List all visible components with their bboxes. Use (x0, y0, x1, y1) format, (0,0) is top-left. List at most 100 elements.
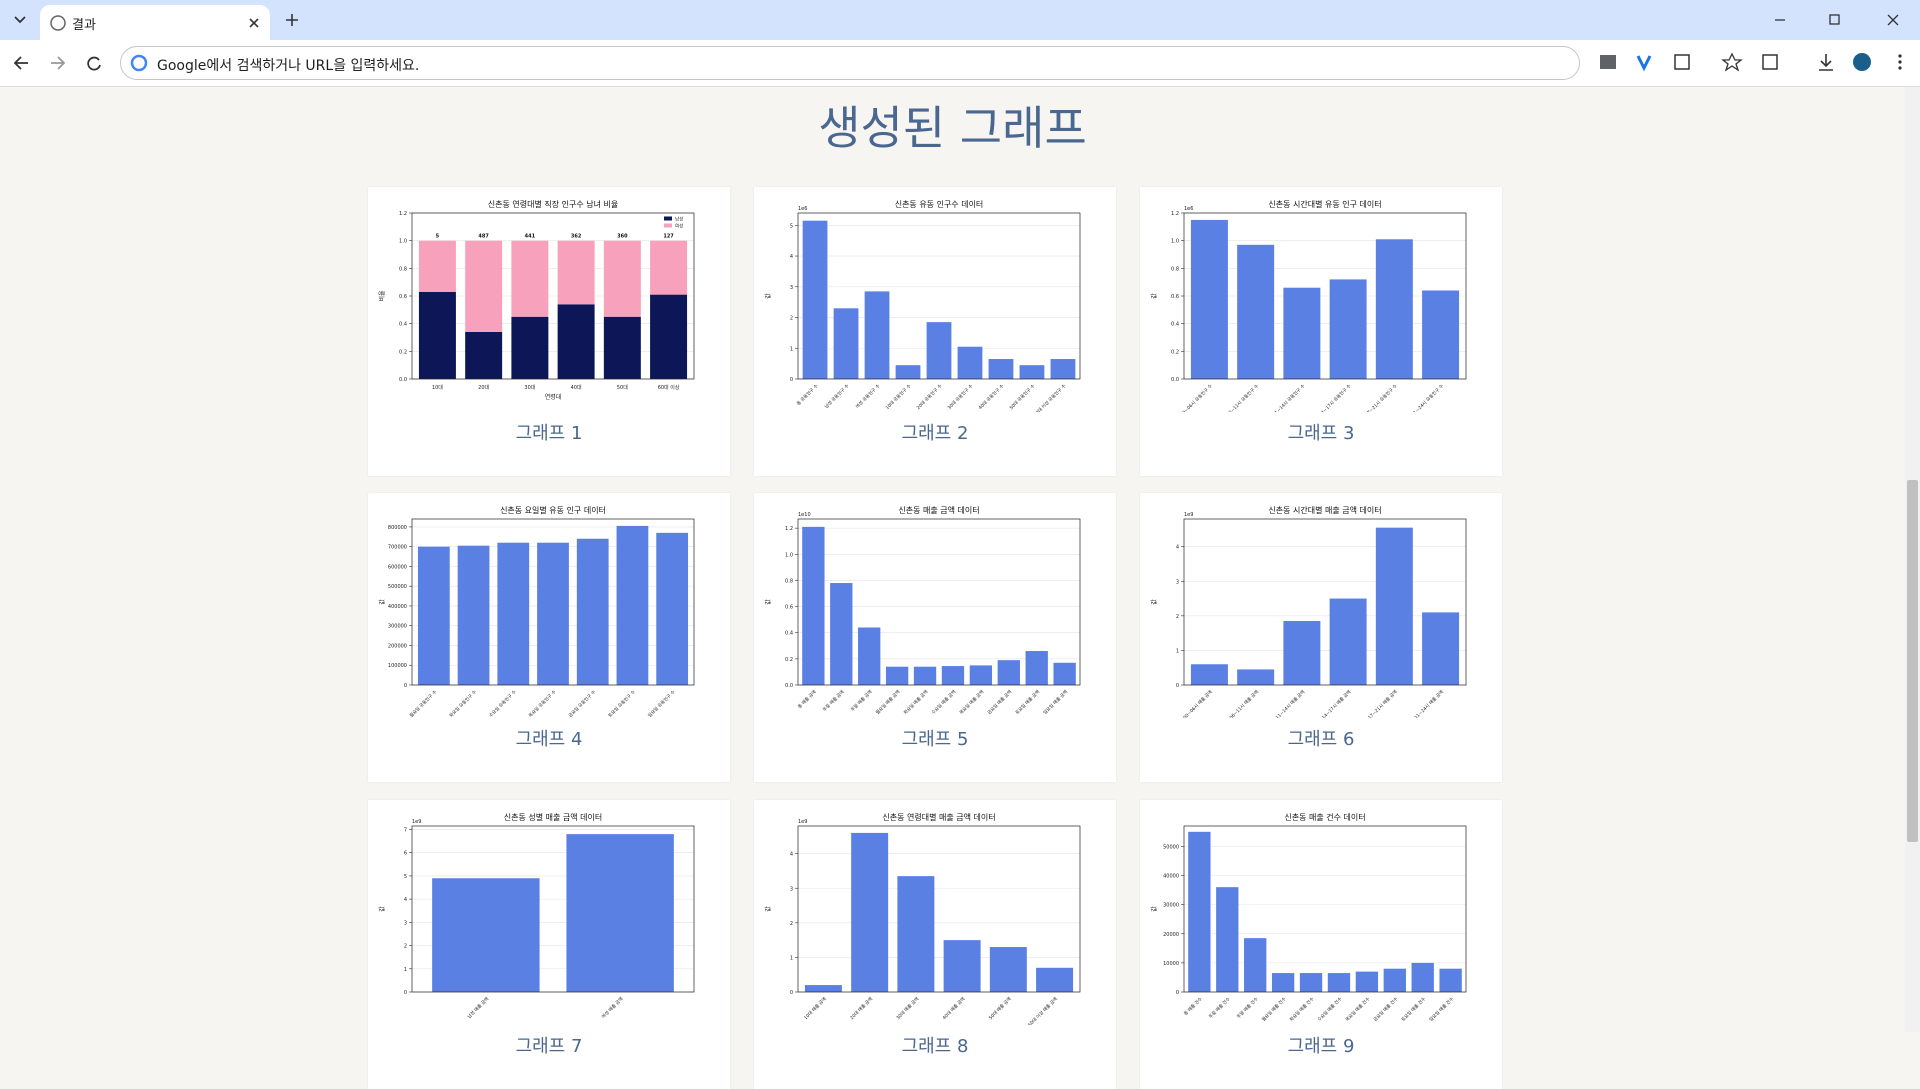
graph-card: 신촌동 연령대별 직장 인구수 남녀 비율 0.0 0.2 0.4 0.6 0.8 1.0 1… (368, 187, 730, 476)
bar (1422, 612, 1460, 685)
bar (1329, 279, 1367, 379)
bar (1271, 973, 1295, 992)
bar (830, 583, 853, 685)
bar (1025, 651, 1048, 685)
chart-title: 신촌동 연령대별 직장 인구수 남녀 비율 (488, 199, 618, 209)
y-tick-label: 7 (404, 827, 407, 833)
y-tick-label: 3 (790, 285, 793, 291)
legend-label: 여성 (675, 223, 683, 230)
graph-card: 신촌동 연령대별 매출 금액 데이터 0 1 2 3 4 1e9 값 10대 매출 금액 20대 … (754, 800, 1116, 1089)
bar-segment (465, 240, 503, 332)
axis-offset: 1e9 (798, 819, 807, 825)
bar (802, 526, 825, 685)
bar-segment (418, 240, 456, 292)
tab-bar: 결과 (0, 0, 1920, 40)
y-tick-label: 4 (1176, 545, 1179, 551)
scrollbar-thumb[interactable] (1907, 480, 1918, 842)
bar-segment (465, 331, 503, 379)
bar-segment (557, 304, 595, 379)
chart-title: 신촌동 성별 매출 금액 데이터 (504, 812, 603, 822)
x-tick-label: 토요일 매출 건수 (1400, 995, 1427, 1022)
bar (417, 546, 450, 685)
bar-segment (650, 240, 688, 295)
x-tick-label: 화요일 매출 건수 (1288, 995, 1315, 1022)
tab[interactable]: 결과 (40, 5, 270, 40)
toolbar-icons[interactable] (1590, 40, 1910, 86)
graph-caption: 그래프 5 (901, 729, 969, 750)
plot-frame (411, 212, 695, 380)
tab-title: 결과 (72, 18, 96, 33)
bar (897, 876, 935, 992)
y-tick-label: 0.8 (1171, 266, 1179, 272)
y-tick-label: 0 (1176, 683, 1179, 689)
axis-offset: 1e6 (1184, 206, 1193, 212)
bar-segment (650, 294, 688, 379)
x-tick-label: 주말 매출 건수 (1235, 995, 1260, 1020)
window-controls[interactable] (1750, 0, 1920, 40)
address-bar[interactable]: Google에서 검색하거나 URL을 입력하세요. (120, 46, 1580, 80)
x-tick-label: 10대 매출 금액 (802, 995, 828, 1021)
bar (895, 365, 921, 379)
bar (1019, 365, 1045, 379)
nav-buttons[interactable] (0, 40, 110, 86)
bar (997, 660, 1020, 685)
bar (941, 666, 965, 685)
new-tab[interactable] (277, 0, 307, 40)
x-tick-label: 20대 (478, 384, 489, 391)
x-tick-label: 11~14시 매출 금액 (1274, 688, 1306, 718)
bar (1190, 664, 1228, 685)
x-tick-label: 월요일 매출 건수 (1260, 995, 1287, 1022)
bar (497, 542, 530, 685)
y-tick-label: 0.0 (1171, 377, 1179, 383)
bar-segment (603, 316, 641, 379)
x-tick-label: 화요일 유동인구 수 (448, 688, 478, 718)
x-tick-label: 총 유동인구 수 (795, 382, 820, 407)
y-tick-label: 0.0 (399, 377, 407, 383)
chart-title: 신촌동 시간대별 매출 금액 데이터 (1268, 505, 1381, 515)
bar-total-label: 5 (436, 234, 440, 240)
chart: 신촌동 유동 인구수 데이터 0 1 2 3 4 5 1e6 값총 유동인구 수 남성 유동인구 … (764, 199, 1081, 418)
x-tick-label: 14~17시 유동인구 수 (1317, 382, 1352, 412)
y-tick-label: 40000 (1163, 874, 1179, 880)
x-tick-label: 00~06시 매출 금액 (1181, 688, 1213, 718)
x-tick-label: 수요일 유동인구 수 (487, 688, 517, 718)
y-tick-label: 1.0 (785, 552, 793, 558)
x-tick-label: 50대 매출 금액 (987, 995, 1013, 1021)
bar (833, 308, 859, 379)
bar (1190, 219, 1228, 379)
x-tick-label: 여성 매출 금액 (600, 995, 625, 1020)
graph-card: 신촌동 유동 인구수 데이터 0 1 2 3 4 5 1e6 값 총 유동인구 수 남성 유동인구 … (754, 187, 1116, 476)
bar (913, 666, 937, 685)
x-tick-label: 60대 이상 유동인구 수 (1032, 382, 1067, 412)
bar (1283, 621, 1321, 685)
y-axis-label: 값 (764, 599, 772, 605)
x-tick-label: 20대 매출 금액 (848, 995, 874, 1021)
y-tick-label: 20000 (1163, 932, 1179, 938)
y-tick-label: 4 (790, 254, 793, 260)
x-tick-label: 주중 매출 금액 (821, 688, 846, 713)
graph-card: 신촌동 요일별 유동 인구 데이터 0 100000 200000 300000 4000… (368, 493, 730, 782)
y-tick-label: 0.4 (785, 631, 793, 637)
bar-total-label: 441 (525, 234, 536, 240)
y-axis-label: 비율 (378, 290, 386, 302)
x-tick-label: 30대 (524, 384, 535, 391)
y-tick-label: 1 (790, 955, 793, 961)
x-tick-label: 00~06시 유동인구 수 (1179, 382, 1214, 412)
y-tick-label: 5 (404, 874, 407, 880)
tab-menu[interactable] (0, 0, 40, 40)
tab-close[interactable] (244, 13, 264, 33)
graph-card: 신촌동 매출 건수 데이터 0 10000 20000 30000 40000 50000 값… (1140, 800, 1502, 1089)
bar (988, 359, 1014, 379)
x-tick-label: 11~14시 유동인구 수 (1271, 382, 1306, 412)
x-tick-label: 일요일 매출 금액 (1042, 688, 1069, 715)
y-tick-label: 5 (790, 223, 793, 229)
y-tick-label: 6 (404, 851, 407, 857)
x-tick-label: 10대 유동인구 수 (884, 382, 913, 411)
bar (864, 291, 890, 379)
y-tick-label: 3 (790, 886, 793, 892)
x-tick-label: 수요일 매출 금액 (930, 688, 957, 715)
x-axis-label: 연령대 (545, 393, 562, 401)
tab-icon (50, 15, 66, 31)
axis-offset: 1e10 (798, 512, 811, 518)
bar (969, 665, 993, 685)
